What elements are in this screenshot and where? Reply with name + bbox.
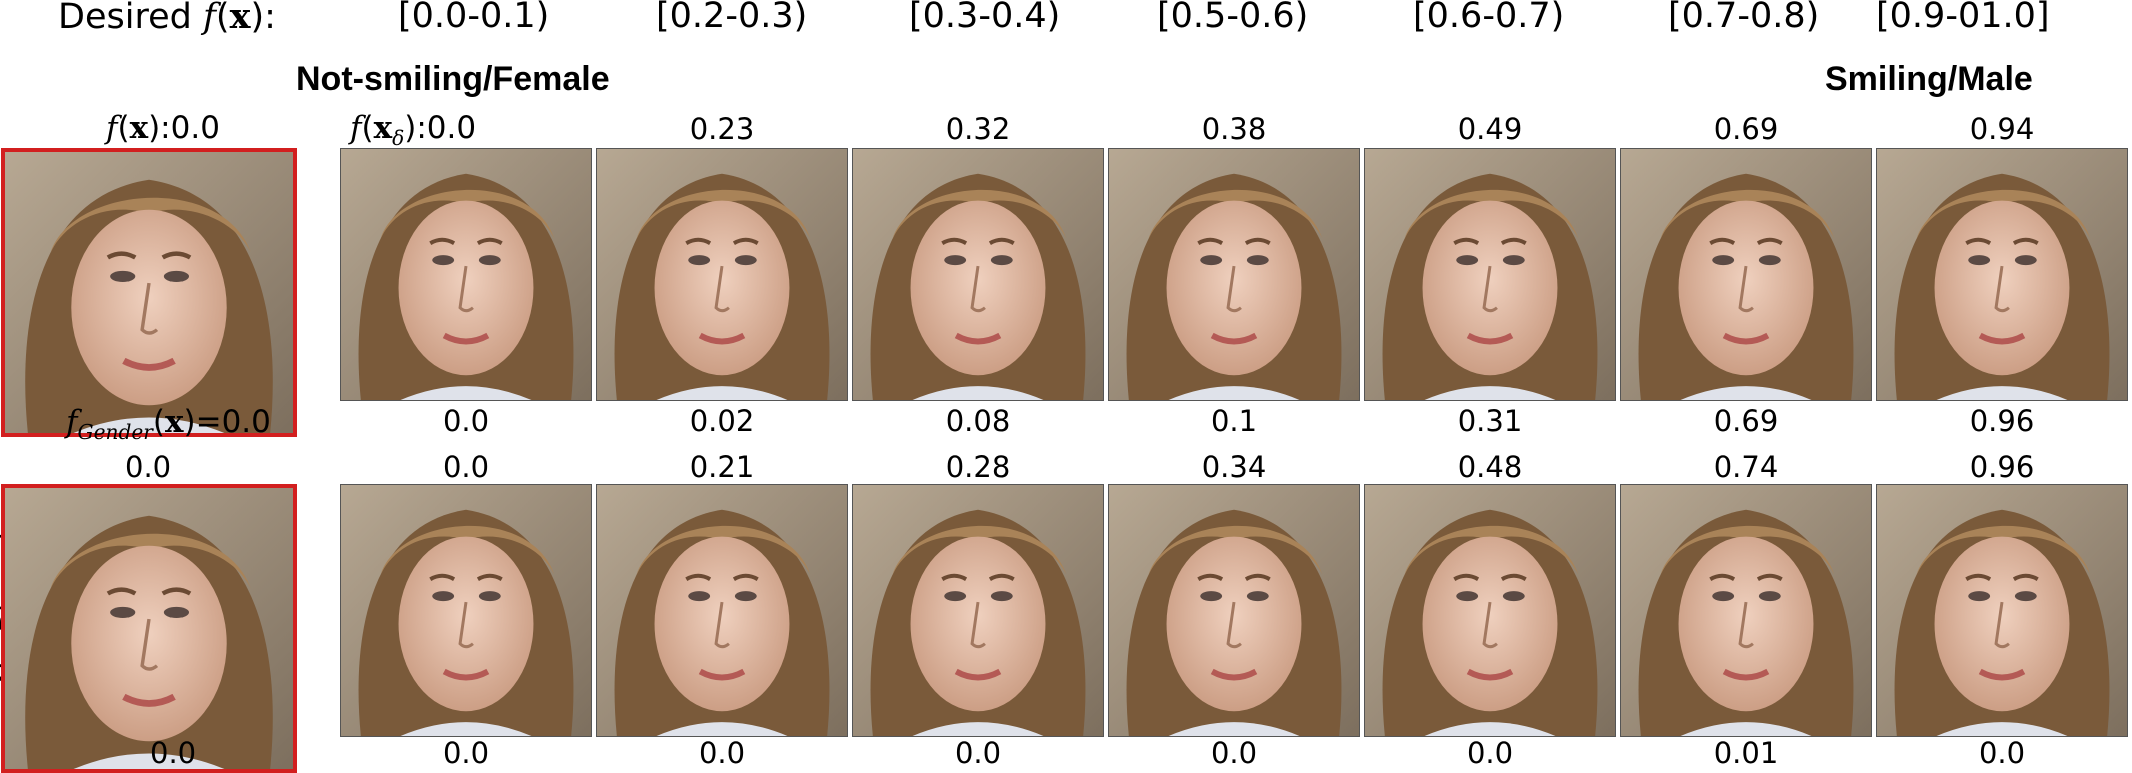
nobiased-original-image xyxy=(1,484,297,773)
nobiased-bottom-value: 0.0 xyxy=(698,736,746,770)
nobiased-bottom-value: 0.01 xyxy=(1713,736,1779,770)
fx-annotation: f(x):0.0 xyxy=(106,110,220,146)
biased-counterfactual-image xyxy=(1876,148,2128,401)
nobiased-top-value: 0.48 xyxy=(1457,450,1523,484)
biased-bottom-value: 0.0 xyxy=(442,404,490,438)
bin-label: [0.9-01.0] xyxy=(1876,0,2050,36)
biased-top-value: 0.38 xyxy=(1201,112,1267,146)
biased-counterfactual-image xyxy=(340,148,592,401)
biased-top-value: 0.94 xyxy=(1969,112,2035,146)
nobiased-counterfactual-image xyxy=(1620,484,1872,737)
nobiased-bottom-value: 0.0 xyxy=(954,736,1002,770)
nobiased-top-value: 0.34 xyxy=(1201,450,1267,484)
bin-label: [0.6-0.7) xyxy=(1413,0,1565,36)
bin-label: [0.3-0.4) xyxy=(909,0,1061,36)
nobiased-counterfactual-image xyxy=(596,484,848,737)
fx-delta-annotation: f(xδ):0.0 xyxy=(350,110,477,151)
bin-label: [0.2-0.3) xyxy=(656,0,808,36)
nobiased-counterfactual-image xyxy=(340,484,592,737)
biased-top-value: 0.69 xyxy=(1713,112,1779,146)
biased-counterfactual-image xyxy=(1108,148,1360,401)
biased-top-value: 0.49 xyxy=(1457,112,1523,146)
fgender-annotation: fGender(x)=0.0 xyxy=(66,404,271,445)
nobiased-bottom-value: 0.0 xyxy=(1466,736,1514,770)
nobiased-top-value: 0.74 xyxy=(1713,450,1779,484)
bin-label: [0.5-0.6) xyxy=(1157,0,1309,36)
desired-label: Desired f(x): xyxy=(58,0,276,37)
nobiased-top-value: 0.0 xyxy=(442,450,490,484)
nobiased-bottom-value: 0.0 xyxy=(1210,736,1258,770)
biased-counterfactual-image xyxy=(1364,148,1616,401)
bin-label: [0.0-0.1) xyxy=(398,0,550,36)
biased-top-value: 0.32 xyxy=(945,112,1011,146)
biased-bottom-value: 0.69 xyxy=(1713,404,1779,438)
nobiased-counterfactual-image xyxy=(1876,484,2128,737)
nobiased-counterfactual-image xyxy=(852,484,1104,737)
biased-top-value: 0.23 xyxy=(689,112,755,146)
nobiased-top-value: 0.96 xyxy=(1969,450,2035,484)
nobiased-original-bottom-value: 0.0 xyxy=(150,736,197,770)
biased-counterfactual-image xyxy=(596,148,848,401)
biased-bottom-value: 0.96 xyxy=(1969,404,2035,438)
nobiased-original-top-value: 0.0 xyxy=(125,450,172,484)
biased-bottom-value: 0.08 xyxy=(945,404,1011,438)
left-class-label: Not-smiling/Female xyxy=(296,60,610,98)
biased-bottom-value: 0.02 xyxy=(689,404,755,438)
nobiased-top-value: 0.28 xyxy=(945,450,1011,484)
right-class-label: Smiling/Male xyxy=(1825,60,2033,98)
biased-bottom-value: 0.1 xyxy=(1210,404,1258,438)
biased-counterfactual-image xyxy=(852,148,1104,401)
biased-bottom-value: 0.31 xyxy=(1457,404,1523,438)
biased-original-image xyxy=(1,148,297,437)
nobiased-counterfactual-image xyxy=(1108,484,1360,737)
biased-counterfactual-image xyxy=(1620,148,1872,401)
nobiased-bottom-value: 0.0 xyxy=(442,736,490,770)
bin-label: [0.7-0.8) xyxy=(1668,0,1820,36)
nobiased-counterfactual-image xyxy=(1364,484,1616,737)
nobiased-bottom-value: 0.0 xyxy=(1978,736,2026,770)
nobiased-top-value: 0.21 xyxy=(689,450,755,484)
